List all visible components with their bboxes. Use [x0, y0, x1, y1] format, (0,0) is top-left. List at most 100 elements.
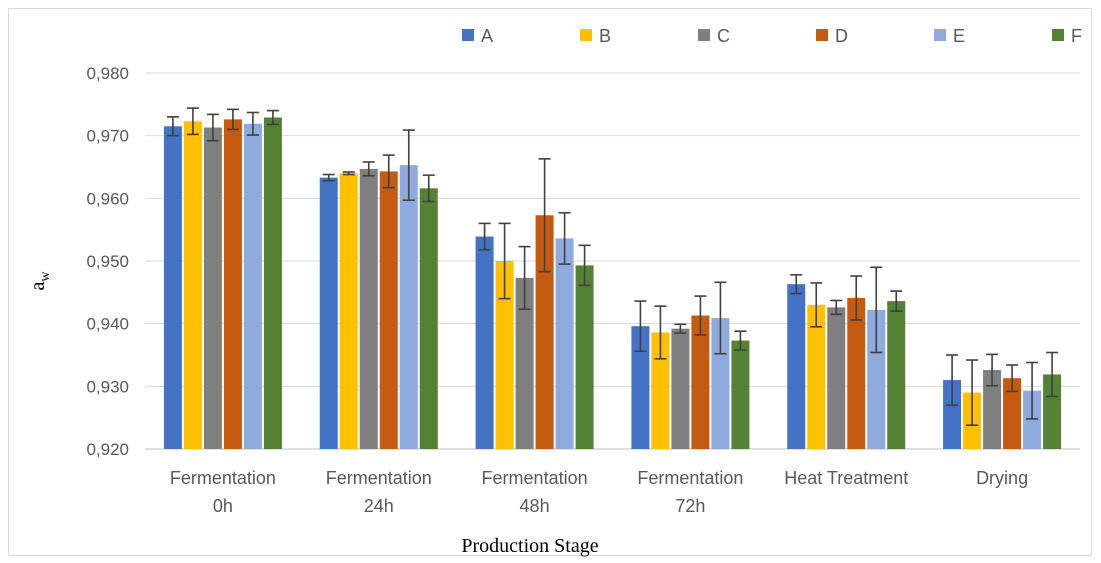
error-bar-C-2 [518, 245, 531, 311]
bar-A-0 [163, 126, 182, 450]
bar-B-0 [183, 121, 202, 450]
bar-F-2 [575, 265, 594, 449]
error-bar-D-0 [226, 108, 239, 131]
bar-E-0 [243, 123, 262, 449]
error-bar-B-2 [498, 222, 511, 300]
bar-F-1 [419, 188, 438, 449]
bar-C-5 [983, 370, 1002, 449]
bar-F-0 [263, 117, 282, 449]
legend-label: C [717, 26, 730, 46]
bar-D-4 [847, 297, 866, 449]
bar-B-4 [807, 304, 826, 449]
error-bars [166, 107, 1059, 426]
error-bar-B-5 [966, 359, 979, 426]
x-category-label: 0h [213, 496, 233, 516]
bar-D-0 [223, 119, 242, 449]
x-category-label: Fermentation [482, 468, 588, 488]
y-axis-ticks: 0,920 0,930 0,940 0,950 0,960 0,970 0,980 [86, 64, 129, 459]
error-bar-D-3 [694, 295, 707, 336]
legend-label: B [599, 26, 611, 46]
error-bar-A-2 [478, 222, 491, 251]
error-bar-F-4 [890, 290, 903, 312]
bar-D-3 [691, 315, 710, 449]
error-bar-C-0 [206, 113, 219, 142]
bar-B-1 [339, 173, 358, 449]
error-bar-A-0 [166, 116, 179, 137]
error-bar-E-0 [246, 111, 259, 136]
error-bar-A-5 [946, 354, 959, 406]
error-bar-F-3 [734, 330, 747, 351]
bar-A-1 [319, 177, 338, 450]
legend-label: D [835, 26, 848, 46]
error-bar-C-4 [830, 299, 843, 316]
error-bar-B-3 [654, 305, 667, 360]
error-bar-D-4 [850, 275, 863, 321]
bar-B-2 [495, 261, 514, 449]
y-tick-label: 0,920 [86, 440, 129, 459]
bar-E-2 [555, 238, 574, 449]
x-category-label: Heat Treatment [784, 468, 908, 488]
bar-F-5 [1043, 374, 1062, 449]
legend-label: A [481, 26, 493, 46]
bar-A-3 [631, 326, 650, 449]
error-bar-E-3 [714, 281, 727, 355]
error-bar-F-5 [1046, 351, 1059, 398]
error-bar-A-4 [790, 273, 803, 295]
error-bar-C-1 [362, 161, 375, 177]
bar-A-5 [943, 380, 962, 449]
y-axis-title: aw [27, 271, 53, 291]
bar-D-2 [535, 215, 554, 449]
y-axis-title-subscript: w [38, 271, 53, 282]
x-category-label: 72h [675, 496, 705, 516]
y-tick-label: 0,960 [86, 189, 129, 208]
error-bar-C-5 [986, 353, 999, 387]
legend-label: F [1071, 26, 1082, 46]
bar-C-4 [827, 307, 846, 449]
y-tick-label: 0,970 [86, 127, 129, 146]
bar-A-2 [475, 236, 494, 449]
legend-swatch-B [580, 29, 592, 41]
error-bar-F-2 [578, 244, 591, 287]
x-category-label: Fermentation [326, 468, 432, 488]
error-bar-B-1 [342, 171, 355, 176]
bar-C-1 [359, 168, 378, 449]
error-bar-B-4 [810, 282, 823, 328]
bar-E-5 [1023, 390, 1042, 449]
bar-B-3 [651, 332, 670, 449]
x-category-label: Drying [976, 468, 1028, 488]
bar-E-1 [399, 165, 418, 449]
x-axis-title: Production Stage [461, 535, 598, 557]
x-category-label: 24h [364, 496, 394, 516]
x-category-label: 48h [520, 496, 550, 516]
error-bar-F-1 [422, 174, 435, 203]
legend-label: E [953, 26, 965, 46]
error-bar-B-0 [186, 107, 199, 136]
legend-swatch-A [462, 29, 474, 41]
error-bar-C-3 [674, 323, 687, 334]
y-tick-label: 0,950 [86, 252, 129, 271]
legend-swatch-D [816, 29, 828, 41]
bar-C-3 [671, 328, 690, 449]
error-bar-D-5 [1006, 364, 1019, 393]
x-category-label: Fermentation [170, 468, 276, 488]
bar-D-1 [379, 171, 398, 450]
bars [163, 117, 1062, 450]
y-tick-label: 0,980 [86, 64, 129, 83]
legend-swatch-F [1052, 29, 1064, 41]
error-bar-F-0 [266, 109, 279, 126]
x-axis-categories: Fermentation 0h Fermentation 24h Fermentatio… [170, 468, 1028, 516]
error-bar-D-1 [382, 154, 395, 189]
bar-D-5 [1003, 378, 1022, 449]
bar-C-0 [203, 127, 222, 450]
y-tick-label: 0,940 [86, 315, 129, 334]
bar-E-4 [867, 309, 886, 449]
gridlines [145, 72, 1080, 450]
bar-A-4 [787, 284, 806, 449]
bar-F-3 [731, 340, 750, 449]
error-bar-E-1 [402, 129, 415, 202]
bar-E-3 [711, 318, 730, 449]
error-bar-E-4 [870, 266, 883, 354]
y-axis-title-main: a [27, 282, 49, 291]
legend: A B C D E F [462, 26, 1082, 46]
